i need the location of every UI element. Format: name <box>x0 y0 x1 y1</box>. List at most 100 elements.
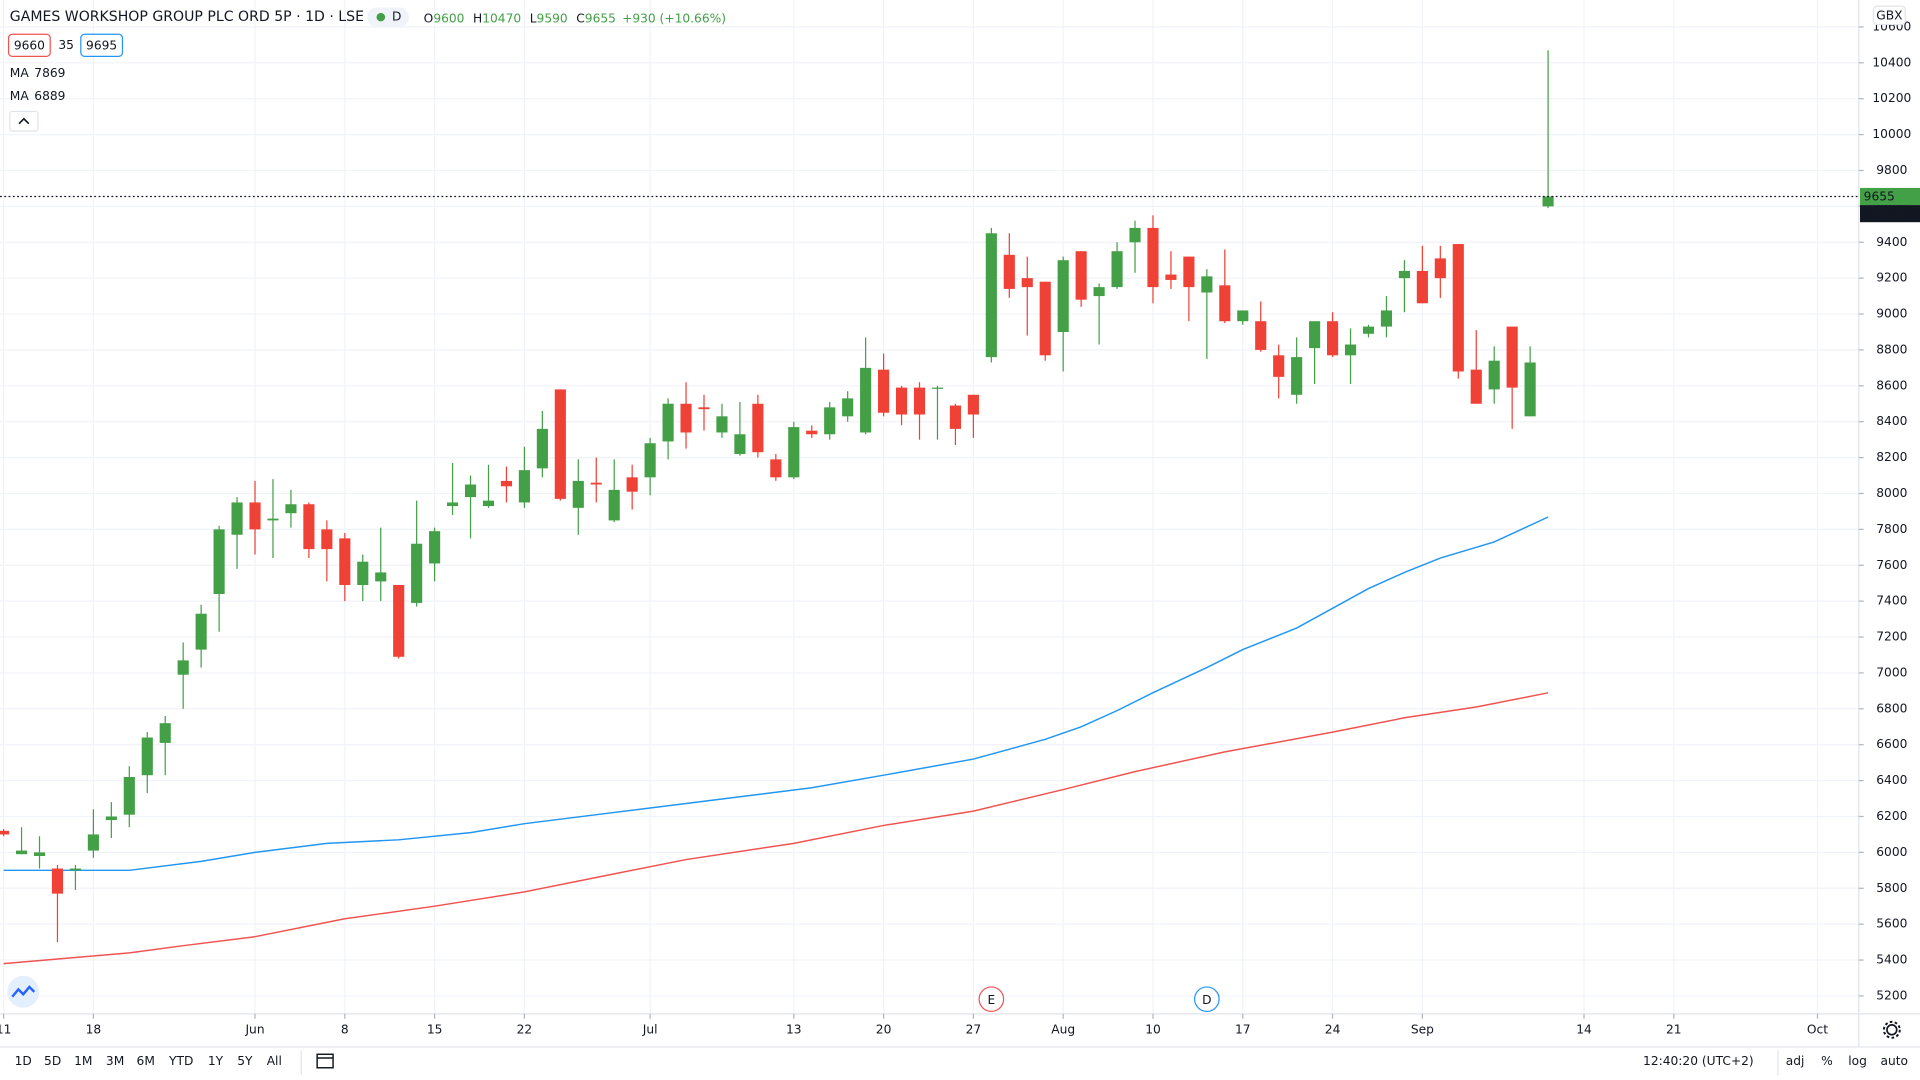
x-tick-label: 8 <box>341 1022 349 1036</box>
scale-option[interactable]: % <box>1821 1054 1833 1068</box>
scale-option[interactable]: auto <box>1881 1054 1909 1068</box>
range-button[interactable]: YTD <box>168 1054 193 1068</box>
goto-date-icon[interactable] <box>316 1053 334 1069</box>
event-label[interactable]: E <box>987 993 995 1007</box>
candle-body <box>159 723 171 743</box>
buy-box[interactable] <box>80 33 124 57</box>
candle-body <box>1219 285 1231 322</box>
y-tick-label: 8800 <box>1876 342 1907 356</box>
scale-option[interactable]: adj <box>1786 1054 1805 1068</box>
x-tick-label: 13 <box>786 1022 802 1036</box>
x-tick-label: 10 <box>1145 1022 1161 1036</box>
candle-body <box>1362 326 1375 334</box>
y-tick-label: 9800 <box>1876 163 1907 177</box>
candle-body <box>1416 270 1428 304</box>
settings-icon-teeth[interactable] <box>1882 1020 1901 1039</box>
candle-body <box>536 428 548 469</box>
y-tick-label: 9000 <box>1876 307 1907 321</box>
range-button[interactable]: 6M <box>137 1054 155 1068</box>
candle-body <box>1237 310 1249 322</box>
x-tick-label: 11 <box>0 1022 11 1036</box>
candle-body <box>303 504 315 550</box>
candle-body <box>141 737 153 776</box>
candle-body <box>1201 276 1213 293</box>
y-tick-label: 7600 <box>1876 558 1907 572</box>
buy-price[interactable]: 9695 <box>86 38 117 52</box>
collapse-icon[interactable] <box>18 117 30 125</box>
event-marker[interactable] <box>1193 986 1220 1013</box>
toolbar: 1D 5D 1M 3M 6M YTD 1Y 5Y All 12:40:20 (UTC+2) adj%… <box>15 1054 1908 1068</box>
range-button[interactable]: 1D <box>15 1054 32 1068</box>
dividend-badge: D <box>392 10 401 24</box>
sell-price[interactable]: 9660 <box>14 38 45 52</box>
candle-body <box>33 852 46 856</box>
ma-legend-value: 6889 <box>34 89 65 103</box>
candle-body <box>1524 362 1536 417</box>
clock[interactable]: 12:40:20 (UTC+2) <box>1643 1054 1754 1068</box>
candle-body <box>464 484 477 498</box>
y-tick-label: 7800 <box>1876 522 1907 536</box>
last-price-tag <box>1860 187 1920 206</box>
candle-body <box>123 777 135 815</box>
range-button[interactable]: 5Y <box>237 1054 253 1068</box>
y-tick-label: 9400 <box>1876 235 1907 249</box>
candle-body <box>1255 321 1267 350</box>
ohlc-value: 9655 <box>585 11 616 25</box>
x-tick-label: Sep <box>1411 1022 1434 1036</box>
logo[interactable] <box>7 975 40 1008</box>
last-price-label: 9655 <box>1864 190 1895 204</box>
candle-body <box>806 430 818 435</box>
candle-body <box>1309 321 1321 349</box>
candle-body <box>752 403 764 453</box>
candle-body <box>105 816 117 821</box>
collapse-button[interactable] <box>9 110 39 132</box>
candle-body <box>1452 244 1464 372</box>
x-tick-label: 24 <box>1325 1022 1341 1036</box>
candle-body <box>860 367 872 433</box>
settings-icon[interactable] <box>1886 1024 1898 1036</box>
ohlc-legend: O9600 H10470 L9590 C9655 +930 (+10.66%) <box>424 11 726 25</box>
ohlc-key: O <box>424 11 434 25</box>
candle-body <box>716 416 728 433</box>
candle-body <box>482 500 495 507</box>
ohlc-value: 9590 <box>537 11 568 25</box>
currency: GBX <box>1876 8 1902 22</box>
candle-body <box>1327 321 1339 356</box>
scale-option[interactable]: log <box>1848 1054 1867 1068</box>
x-tick-label: Oct <box>1807 1022 1828 1036</box>
candle-body <box>375 572 387 582</box>
candle-body <box>321 529 333 550</box>
range-button[interactable]: 1Y <box>208 1054 224 1068</box>
range-button[interactable]: 1M <box>74 1054 92 1068</box>
countdown-label: 05:24:39 <box>1864 207 1919 221</box>
currency-box <box>1872 5 1906 26</box>
candle-body <box>1111 251 1123 288</box>
candle-body <box>1129 227 1141 243</box>
ohlc-change: +930 (+10.66%) <box>622 11 726 25</box>
candle-body <box>985 233 997 358</box>
logo-mark[interactable] <box>11 985 36 998</box>
candle-body <box>339 538 351 585</box>
y-tick-label: 10200 <box>1872 91 1911 105</box>
range-button[interactable]: 5D <box>44 1054 61 1068</box>
candle-body <box>608 489 620 521</box>
candle-body <box>1057 260 1069 332</box>
candle-body <box>1165 274 1177 280</box>
x-tick-label: 22 <box>517 1022 533 1036</box>
sell-box[interactable] <box>7 33 51 57</box>
event-marker[interactable] <box>978 986 1005 1013</box>
y-tick-label: 5200 <box>1876 988 1907 1002</box>
candle-body <box>967 394 979 415</box>
candle-body <box>1039 281 1051 356</box>
range-button[interactable]: 3M <box>106 1054 124 1068</box>
candle-body <box>447 502 459 507</box>
y-tick-label: 8200 <box>1876 450 1907 464</box>
y-tick-label: 6000 <box>1876 845 1907 859</box>
candle-body <box>1398 270 1410 279</box>
y-tick-label: 6800 <box>1876 701 1907 715</box>
range-button[interactable]: All <box>267 1054 282 1068</box>
candle-body <box>518 470 530 503</box>
candle-body <box>285 504 297 514</box>
event-label[interactable]: D <box>1202 993 1211 1007</box>
